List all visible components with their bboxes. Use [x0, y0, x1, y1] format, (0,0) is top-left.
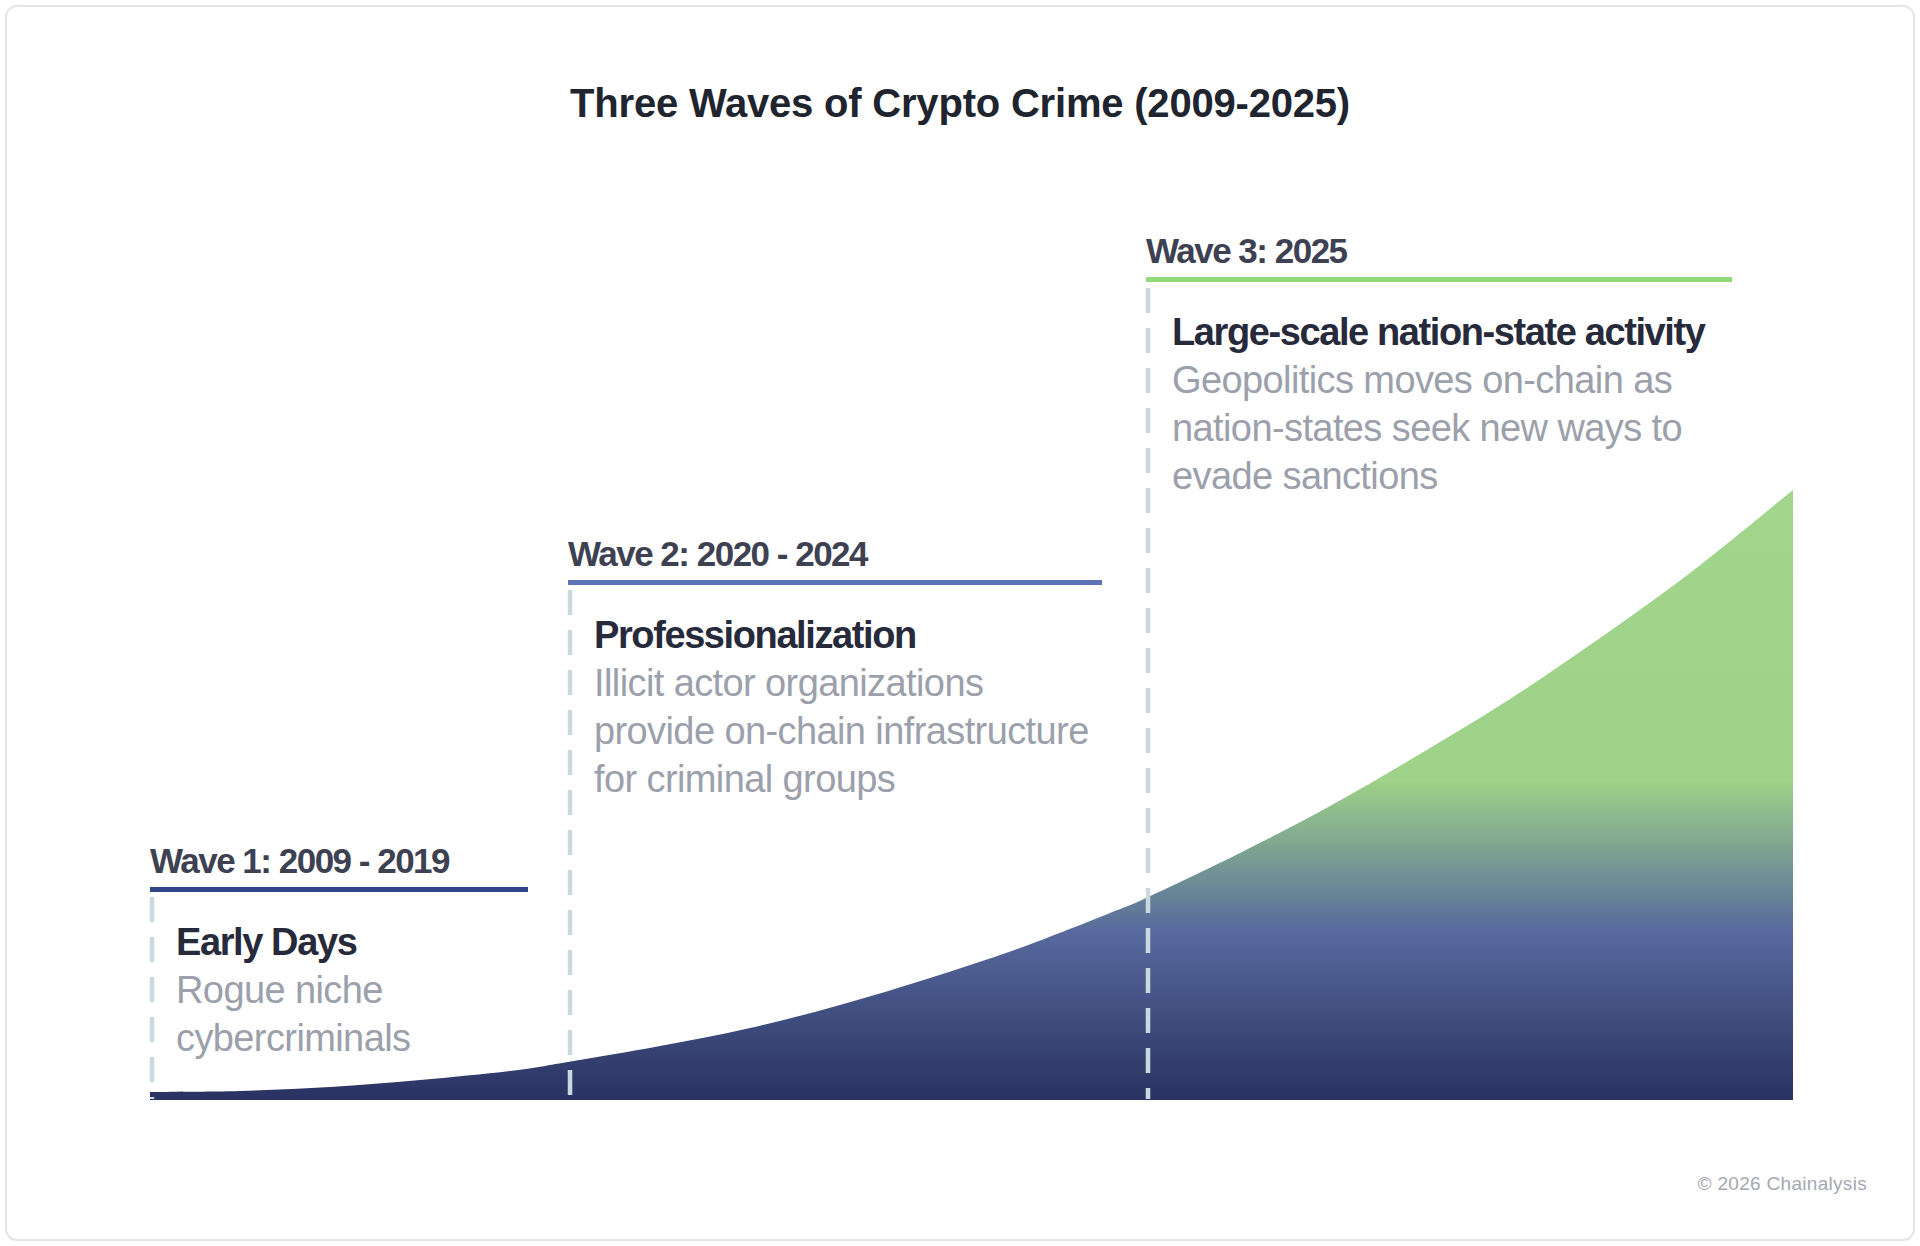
wave-1-annotation: Wave 1: 2009 - 2019 Early Days Rogue nic…: [150, 841, 528, 1062]
wave-3-label: Wave 3: 2025: [1146, 231, 1732, 271]
wave-3-annotation: Wave 3: 2025 Large-scale nation-state ac…: [1146, 231, 1732, 500]
wave-2-heading: Professionalization: [594, 611, 1104, 659]
wave-1-underline: [150, 887, 528, 892]
wave-1-heading: Early Days: [176, 918, 528, 966]
wave-3-heading: Large-scale nation-state activity: [1172, 308, 1732, 356]
wave-3-underline: [1146, 277, 1732, 282]
copyright-notice: © 2026 Chainalysis: [1698, 1173, 1867, 1195]
wave-2-description: Illicit actor organizations provide on-c…: [594, 659, 1104, 803]
wave-3-description: Geopolitics moves on-chain as nation-sta…: [1172, 356, 1712, 500]
wave-1-description: Rogue niche cybercriminals: [176, 966, 476, 1062]
wave-2-annotation: Wave 2: 2020 - 2024 Professionalization …: [568, 534, 1104, 803]
wave-2-label: Wave 2: 2020 - 2024: [568, 534, 1104, 574]
wave-2-underline: [568, 580, 1102, 585]
wave-1-label: Wave 1: 2009 - 2019: [150, 841, 528, 881]
